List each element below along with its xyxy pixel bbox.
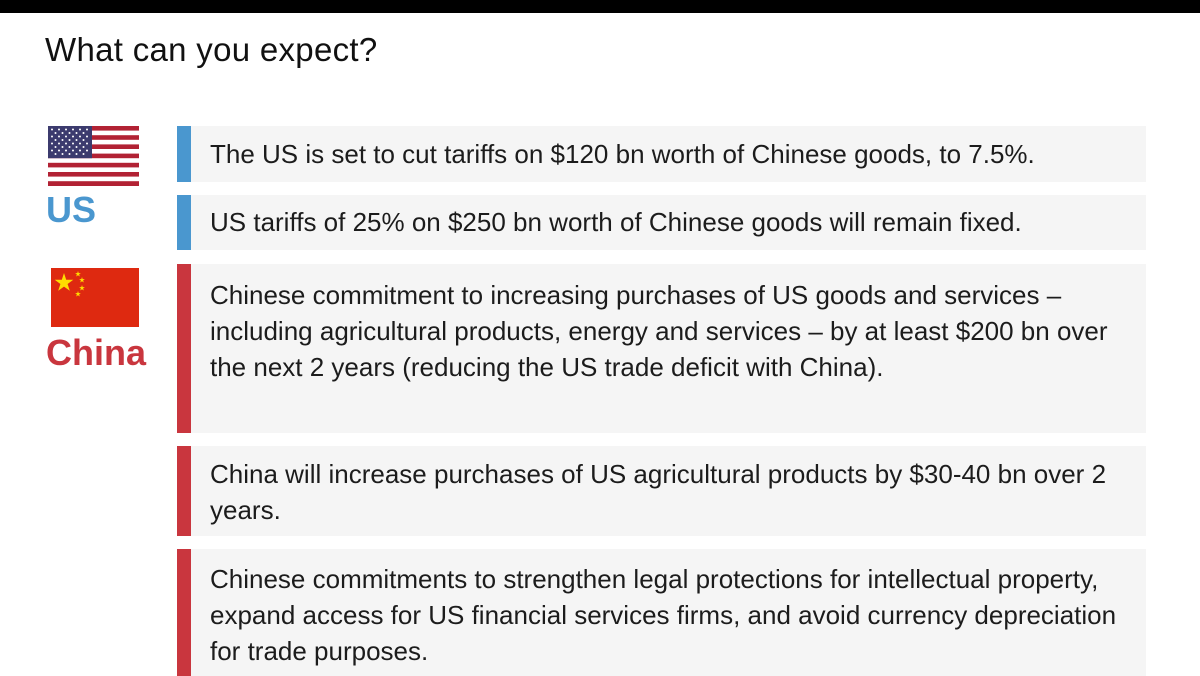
us-item-text: US tariffs of 25% on $250 bn worth of Ch… xyxy=(210,207,1022,237)
us-item-text: The US is set to cut tariffs on $120 bn … xyxy=(210,139,1035,169)
us-accent-bar xyxy=(177,195,191,250)
china-item-card: Chinese commitment to increasing purchas… xyxy=(177,264,1146,433)
us-item-card: The US is set to cut tariffs on $120 bn … xyxy=(177,126,1146,182)
china-accent-bar xyxy=(177,446,191,536)
china-item-card: China will increase purchases of US agri… xyxy=(177,446,1146,536)
china-accent-bar xyxy=(177,549,191,676)
china-accent-bar xyxy=(177,264,191,433)
page-title: What can you expect? xyxy=(45,31,378,68)
us-accent-bar xyxy=(177,126,191,182)
china-flag-icon xyxy=(51,268,139,327)
us-item-card: US tariffs of 25% on $250 bn worth of Ch… xyxy=(177,195,1146,250)
china-item-text: Chinese commitment to increasing purchas… xyxy=(210,280,1108,382)
china-label: China xyxy=(46,332,147,373)
us-flag-icon xyxy=(48,126,139,186)
us-label: US xyxy=(46,189,97,230)
china-item-card: Chinese commitments to strengthen legal … xyxy=(177,549,1146,676)
china-item-text: Chinese commitments to strengthen legal … xyxy=(210,564,1117,666)
china-item-text: China will increase purchases of US agri… xyxy=(210,459,1107,525)
top-bar xyxy=(0,0,1200,13)
